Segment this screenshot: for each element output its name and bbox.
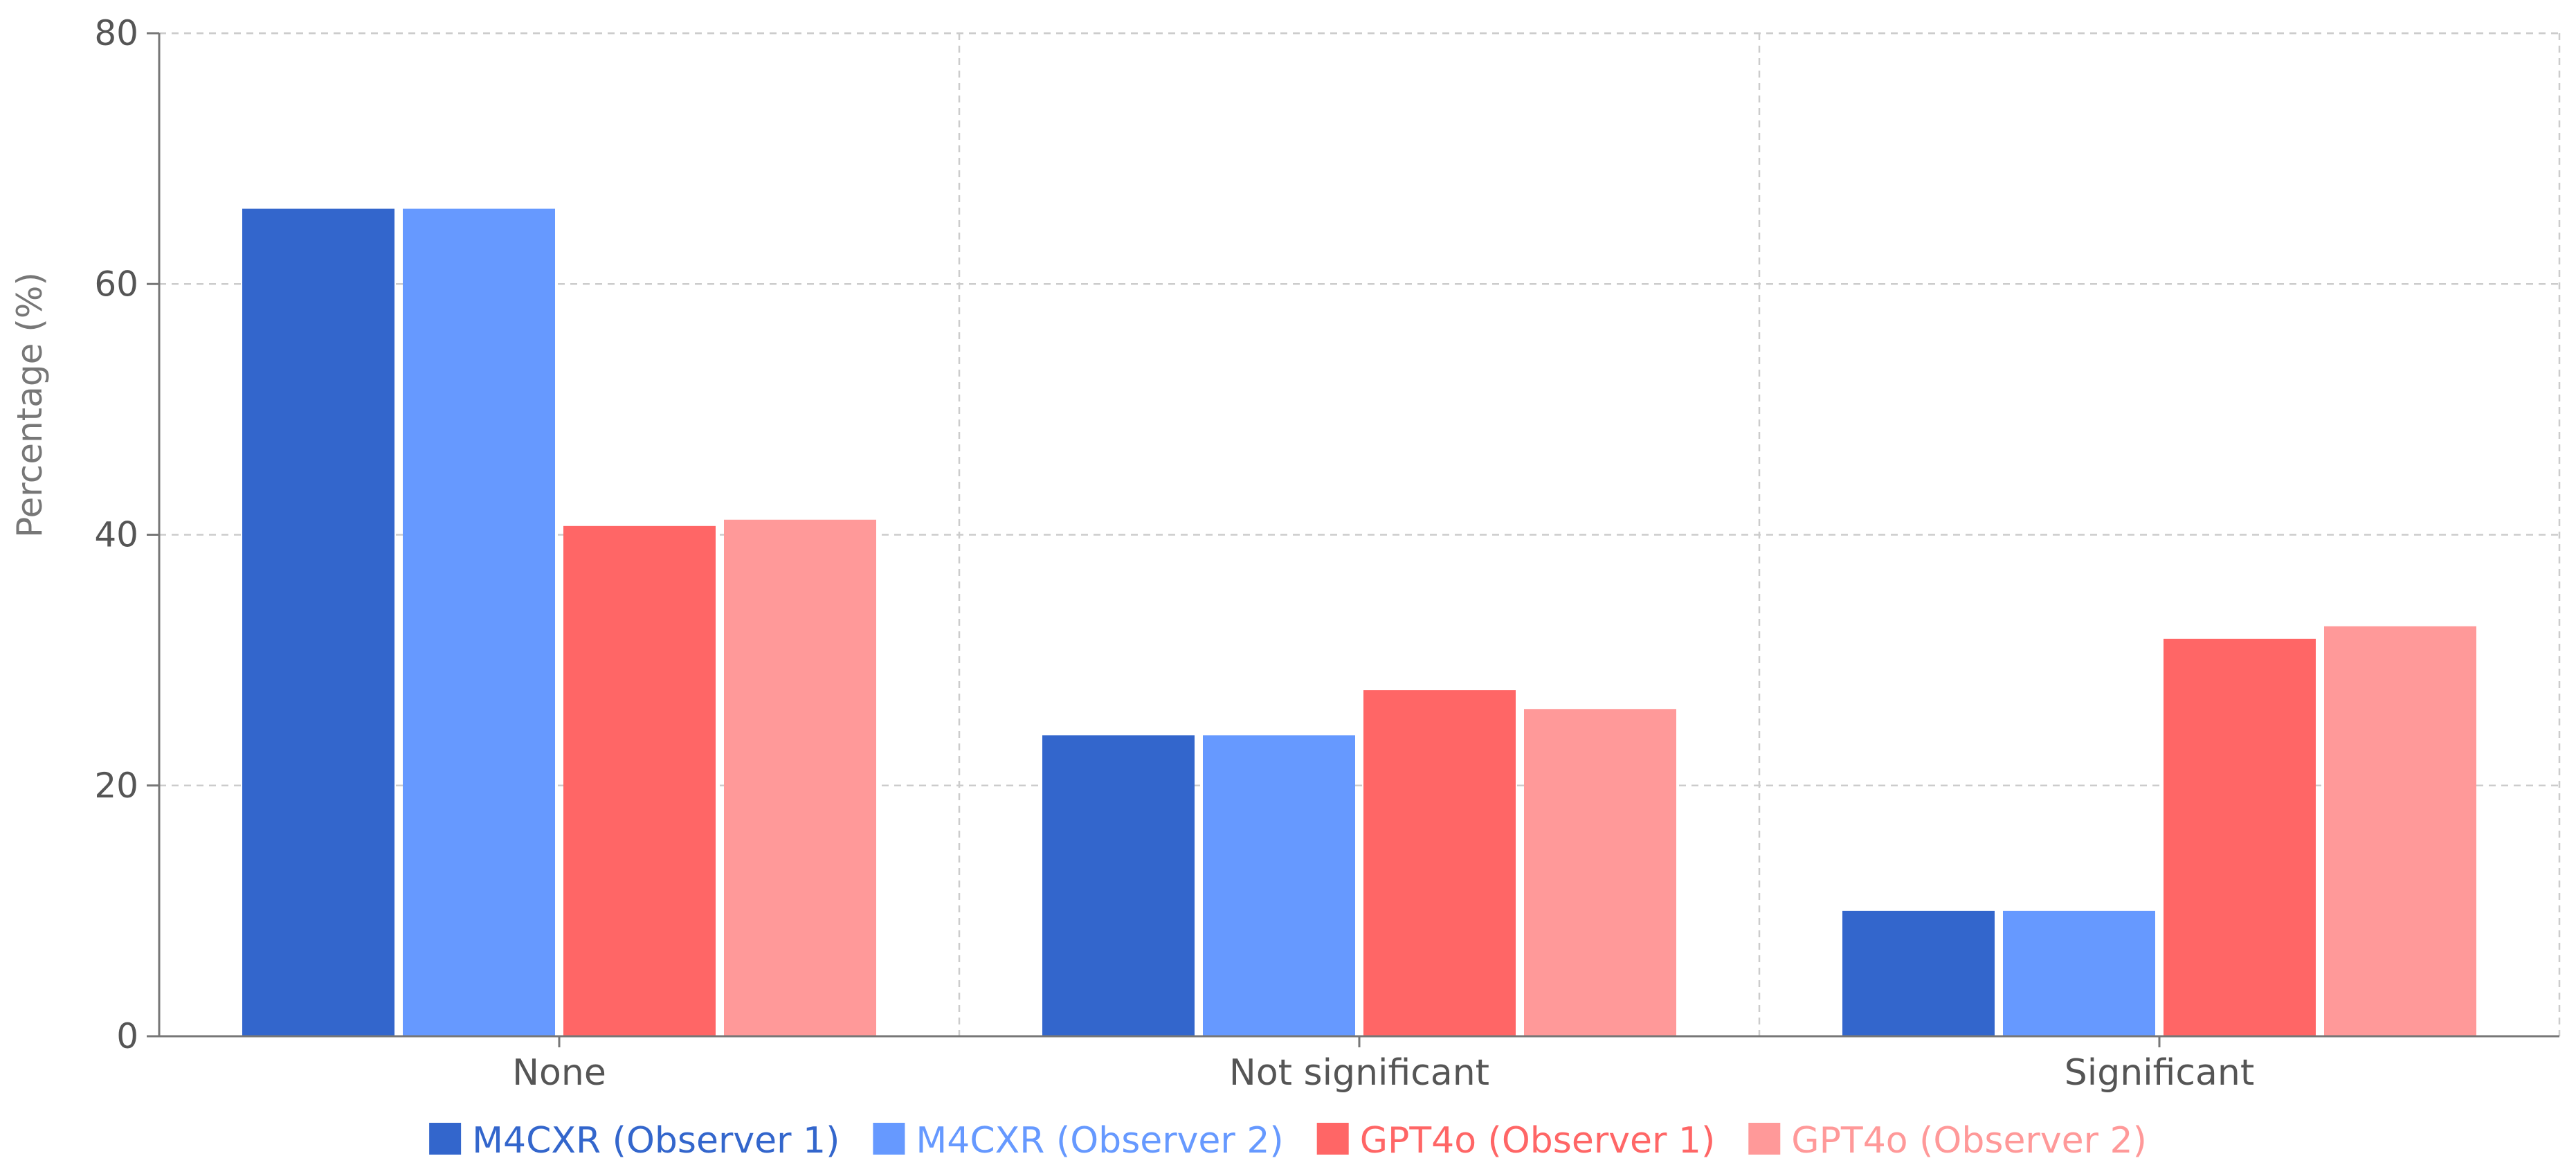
- legend: M4CXR (Observer 1) M4CXR (Observer 2) GPT4…: [429, 1120, 2147, 1162]
- bars: [242, 208, 2476, 1037]
- bar: [1842, 910, 1995, 1036]
- y-tick-label: 20: [94, 766, 138, 806]
- x-category-label: Not significant: [1229, 1052, 1489, 1094]
- bar: [242, 208, 394, 1037]
- legend-label: M4CXR (Observer 2): [916, 1120, 1283, 1162]
- bar: [403, 208, 555, 1037]
- bar: [563, 525, 716, 1036]
- bar: [1203, 735, 1355, 1036]
- y-tick-label: 80: [94, 13, 138, 53]
- legend-swatch: [1316, 1123, 1349, 1155]
- x-category-label: None: [512, 1052, 606, 1094]
- bar: [1524, 709, 1676, 1036]
- legend-swatch: [873, 1123, 905, 1155]
- y-axis-title: Percentage (%): [10, 272, 50, 538]
- axes: [147, 32, 2559, 1047]
- y-tick-label: 60: [94, 264, 138, 304]
- legend-swatch: [1748, 1123, 1781, 1155]
- legend-label: M4CXR (Observer 1): [472, 1120, 840, 1162]
- y-tick-label: 40: [94, 515, 138, 555]
- bar: [724, 519, 876, 1036]
- y-tick-label: 0: [116, 1016, 138, 1056]
- y-tick-labels: 0 20 40 60 80: [94, 13, 138, 1056]
- bar: [1363, 690, 1516, 1036]
- bar: [2164, 638, 2316, 1036]
- grid: [159, 32, 2561, 1036]
- legend-swatch: [429, 1123, 462, 1155]
- bar: [1042, 735, 1195, 1036]
- bar: [2003, 910, 2155, 1036]
- legend-label: GPT4o (Observer 2): [1791, 1120, 2147, 1162]
- x-category-labels: None Not significant Significant: [512, 1052, 2254, 1094]
- bar: [2324, 626, 2476, 1036]
- x-category-label: Significant: [2065, 1052, 2254, 1094]
- legend-label: GPT4o (Observer 1): [1360, 1120, 1716, 1162]
